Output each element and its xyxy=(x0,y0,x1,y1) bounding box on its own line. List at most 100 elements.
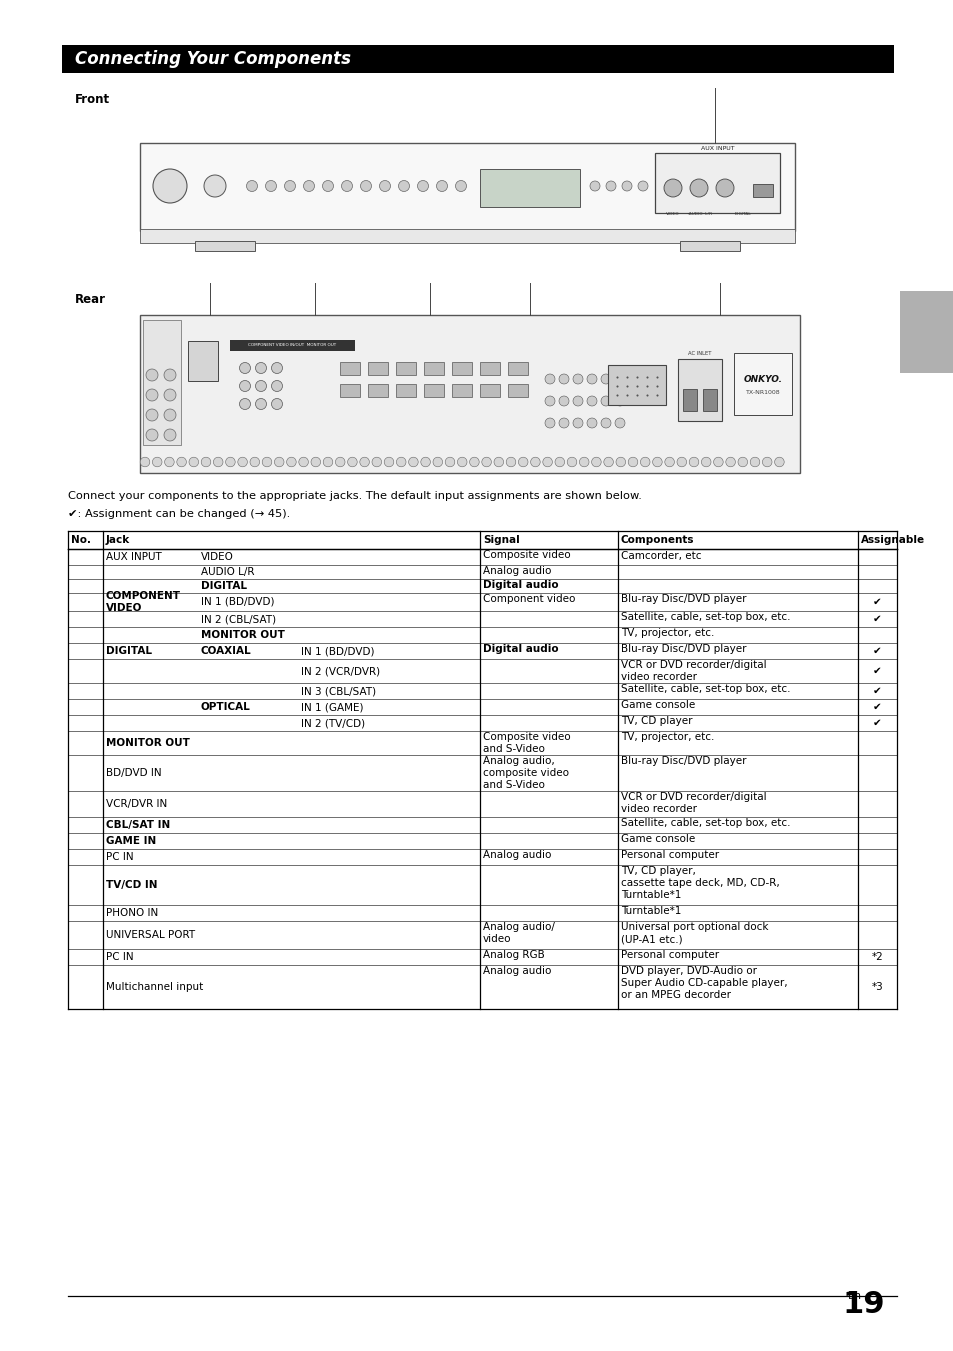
Text: PHONO IN: PHONO IN xyxy=(106,908,158,917)
Text: ✔: ✔ xyxy=(872,686,881,696)
Circle shape xyxy=(164,389,175,401)
Circle shape xyxy=(164,369,175,381)
Text: VIDEO: VIDEO xyxy=(665,212,679,216)
Bar xyxy=(507,384,527,397)
Circle shape xyxy=(272,362,282,373)
Text: CBL/SAT IN: CBL/SAT IN xyxy=(106,820,170,830)
Text: Satellite, cable, set-top box, etc.: Satellite, cable, set-top box, etc. xyxy=(620,685,790,694)
Bar xyxy=(140,143,794,231)
Text: Jack: Jack xyxy=(106,535,131,544)
Circle shape xyxy=(359,457,369,467)
Circle shape xyxy=(713,457,722,467)
Circle shape xyxy=(600,374,610,384)
Circle shape xyxy=(146,389,158,401)
Circle shape xyxy=(603,457,613,467)
Circle shape xyxy=(146,369,158,381)
Text: DIGITAL: DIGITAL xyxy=(734,212,751,216)
Text: Signal: Signal xyxy=(482,535,519,544)
Text: Analog audio,
composite video
and S-Video: Analog audio, composite video and S-Vide… xyxy=(482,757,568,790)
Text: TX-NR1008: TX-NR1008 xyxy=(745,390,780,396)
Text: VIDEO: VIDEO xyxy=(201,553,233,562)
Circle shape xyxy=(591,457,600,467)
Circle shape xyxy=(615,396,624,407)
Text: AUX INPUT: AUX INPUT xyxy=(106,553,162,562)
Circle shape xyxy=(433,457,442,467)
Text: MONITOR OUT: MONITOR OUT xyxy=(106,738,190,748)
Circle shape xyxy=(272,399,282,409)
Circle shape xyxy=(688,457,698,467)
Text: UNIVERSAL PORT: UNIVERSAL PORT xyxy=(106,929,195,940)
Text: VCR or DVD recorder/digital
video recorder: VCR or DVD recorder/digital video record… xyxy=(620,661,766,682)
Circle shape xyxy=(469,457,478,467)
Text: GAME IN: GAME IN xyxy=(106,836,156,846)
Bar xyxy=(140,230,794,243)
Text: OPTICAL: OPTICAL xyxy=(201,703,251,712)
Circle shape xyxy=(396,457,406,467)
Text: Game console: Game console xyxy=(620,701,695,711)
Text: Composite video: Composite video xyxy=(482,550,570,561)
Text: IN 3 (CBL/SAT): IN 3 (CBL/SAT) xyxy=(301,686,375,696)
Circle shape xyxy=(586,396,597,407)
Text: Connecting Your Components: Connecting Your Components xyxy=(75,50,351,68)
Circle shape xyxy=(262,457,272,467)
Circle shape xyxy=(558,374,568,384)
Bar xyxy=(395,362,416,376)
Circle shape xyxy=(284,181,295,192)
Circle shape xyxy=(558,417,568,428)
Circle shape xyxy=(239,381,251,392)
Text: TV, projector, etc.: TV, projector, etc. xyxy=(620,732,714,743)
Bar xyxy=(899,290,953,373)
Text: *2: *2 xyxy=(871,952,882,962)
Circle shape xyxy=(615,374,624,384)
Circle shape xyxy=(146,430,158,440)
Circle shape xyxy=(616,457,625,467)
Circle shape xyxy=(555,457,564,467)
Text: Universal port optional dock
(UP-A1 etc.): Universal port optional dock (UP-A1 etc.… xyxy=(620,923,768,944)
Circle shape xyxy=(567,457,577,467)
Text: Blu-ray Disc/DVD player: Blu-ray Disc/DVD player xyxy=(620,594,745,604)
Circle shape xyxy=(420,457,430,467)
Circle shape xyxy=(586,374,597,384)
Bar xyxy=(339,362,359,376)
Circle shape xyxy=(272,381,282,392)
Circle shape xyxy=(237,457,247,467)
Text: ONKYO.: ONKYO. xyxy=(742,374,781,384)
Circle shape xyxy=(573,396,582,407)
Text: TV, CD player: TV, CD player xyxy=(620,716,692,727)
Bar xyxy=(655,153,780,213)
Text: Turntable*1: Turntable*1 xyxy=(620,907,680,916)
Text: AUDIO L/R: AUDIO L/R xyxy=(201,567,254,577)
Circle shape xyxy=(615,417,624,428)
Text: Analog audio: Analog audio xyxy=(482,851,551,861)
Circle shape xyxy=(749,457,759,467)
Text: ✔: ✔ xyxy=(872,717,881,728)
Bar xyxy=(479,362,499,376)
Text: TV, projector, etc.: TV, projector, etc. xyxy=(620,628,714,639)
Bar xyxy=(140,315,800,473)
Text: TV/CD IN: TV/CD IN xyxy=(106,880,157,890)
Text: ✔: ✔ xyxy=(872,597,881,607)
Circle shape xyxy=(255,381,266,392)
Text: Composite video
and S-Video: Composite video and S-Video xyxy=(482,732,570,754)
Text: Component video: Component video xyxy=(482,594,575,604)
Circle shape xyxy=(176,457,186,467)
Text: COMPONENT
VIDEO: COMPONENT VIDEO xyxy=(106,592,181,613)
Circle shape xyxy=(774,457,783,467)
Circle shape xyxy=(506,457,516,467)
Text: COAXIAL: COAXIAL xyxy=(201,646,252,657)
Text: PC IN: PC IN xyxy=(106,852,133,862)
Circle shape xyxy=(204,176,226,197)
Circle shape xyxy=(600,396,610,407)
Bar xyxy=(395,384,416,397)
Circle shape xyxy=(347,457,356,467)
Text: Personal computer: Personal computer xyxy=(620,951,719,961)
Text: Analog RGB: Analog RGB xyxy=(482,951,544,961)
Circle shape xyxy=(578,457,588,467)
Bar xyxy=(607,365,665,405)
Circle shape xyxy=(165,457,174,467)
Circle shape xyxy=(341,181,352,192)
Text: TV, CD player,
cassette tape deck, MD, CD-R,
Turntable*1: TV, CD player, cassette tape deck, MD, C… xyxy=(620,866,779,900)
Bar xyxy=(752,184,772,197)
Circle shape xyxy=(542,457,552,467)
Circle shape xyxy=(239,362,251,373)
